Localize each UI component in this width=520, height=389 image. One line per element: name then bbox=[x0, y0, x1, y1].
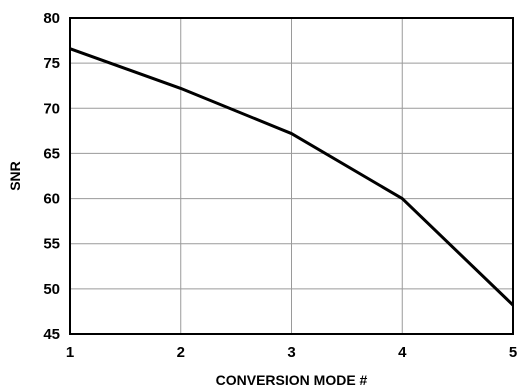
y-tick-label: 70 bbox=[43, 100, 60, 117]
x-axis-title: CONVERSION MODE # bbox=[216, 372, 368, 388]
y-tick-label: 65 bbox=[43, 145, 60, 162]
y-tick-label: 55 bbox=[43, 236, 60, 253]
plot-frame bbox=[69, 17, 514, 335]
x-tick-label: 4 bbox=[398, 344, 407, 361]
x-tick-label: 2 bbox=[177, 344, 185, 361]
x-tick-label: 1 bbox=[66, 344, 74, 361]
grid-layer bbox=[70, 18, 513, 334]
y-axis-title: SNR bbox=[7, 161, 23, 191]
y-tick-label: 75 bbox=[43, 55, 60, 72]
y-tick-label: 45 bbox=[43, 326, 60, 343]
x-tick-label: 3 bbox=[287, 344, 295, 361]
series-layer bbox=[69, 47, 515, 307]
y-tick-label: 50 bbox=[43, 281, 60, 298]
y-tick-label: 60 bbox=[43, 191, 60, 208]
y-tick-label: 80 bbox=[43, 10, 60, 27]
x-tick-label: 5 bbox=[509, 344, 517, 361]
snr-series-line bbox=[69, 47, 515, 307]
